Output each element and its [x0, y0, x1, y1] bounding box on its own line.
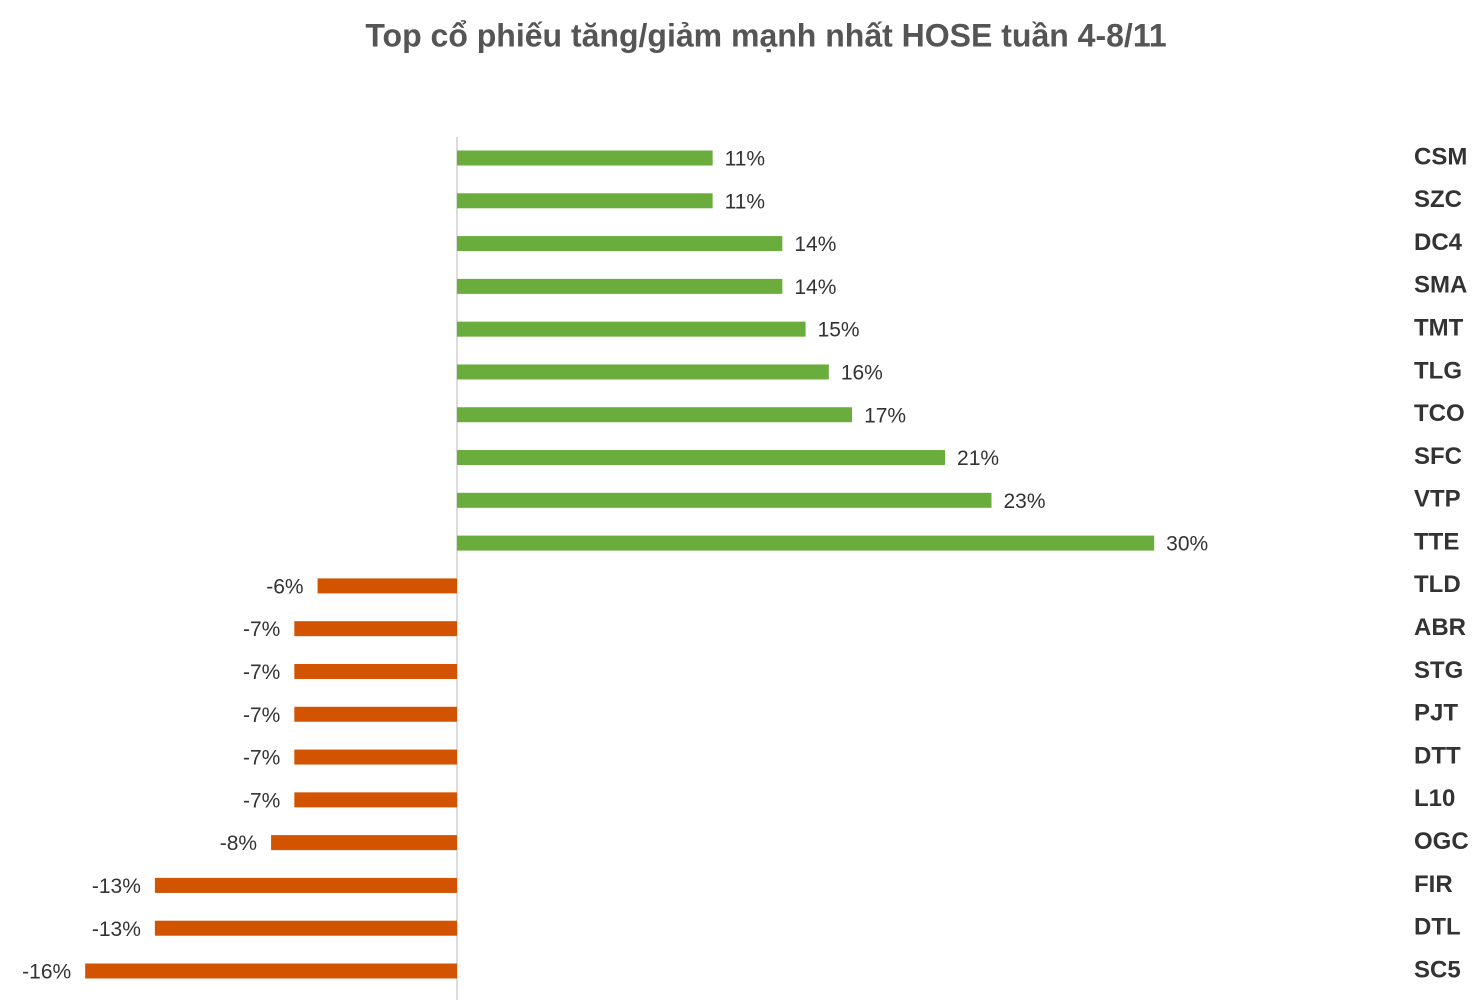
value-label: -16% — [22, 961, 71, 984]
category-label: CSM — [1414, 143, 1467, 170]
value-label: 23% — [1004, 490, 1046, 513]
value-label: 11% — [725, 148, 765, 171]
category-label: FIR — [1414, 871, 1453, 898]
value-label: -13% — [92, 918, 141, 941]
category-label: PJT — [1414, 700, 1458, 727]
bar — [294, 792, 457, 808]
category-label: DTT — [1414, 742, 1461, 769]
category-label: DC4 — [1414, 229, 1463, 256]
value-label: 14% — [794, 233, 836, 256]
bar — [457, 535, 1155, 551]
bar — [317, 578, 457, 594]
value-label: -7% — [243, 661, 280, 684]
category-label: VTP — [1414, 486, 1461, 513]
bar — [294, 621, 457, 637]
category-label: ABR — [1414, 614, 1466, 641]
bar — [457, 236, 783, 252]
bar — [85, 963, 457, 979]
category-label: TCO — [1414, 400, 1465, 427]
value-label: -7% — [243, 789, 280, 812]
value-label: 15% — [818, 319, 860, 342]
value-label: 11% — [725, 190, 765, 213]
value-label: -7% — [243, 704, 280, 727]
bar — [294, 749, 457, 765]
category-label: STG — [1414, 657, 1463, 684]
bar — [154, 877, 458, 893]
value-label: 21% — [957, 447, 999, 470]
bar — [294, 706, 457, 722]
value-label: -6% — [266, 575, 303, 598]
category-label: TTE — [1414, 528, 1459, 555]
bar — [457, 321, 806, 337]
value-label: -7% — [243, 618, 280, 641]
category-label: TLG — [1414, 357, 1462, 384]
bar — [457, 150, 713, 166]
category-label: TLD — [1414, 571, 1461, 598]
category-label: TMT — [1414, 315, 1464, 342]
bar — [457, 278, 783, 294]
value-label: -13% — [92, 875, 141, 898]
bar — [457, 492, 992, 508]
category-label: OGC — [1414, 828, 1469, 855]
bar — [457, 450, 946, 466]
value-label: 16% — [841, 361, 883, 384]
value-label: -7% — [243, 747, 280, 770]
value-label: -8% — [220, 832, 257, 855]
category-label: L10 — [1414, 785, 1455, 812]
chart-title: Top cổ phiếu tăng/giảm mạnh nhất HOSE tu… — [365, 17, 1166, 53]
category-label: SC5 — [1414, 956, 1461, 983]
value-label: 14% — [794, 276, 836, 299]
value-label: 17% — [864, 404, 906, 427]
category-label: SFC — [1414, 443, 1462, 470]
bar — [154, 920, 458, 936]
value-label: 30% — [1166, 533, 1208, 556]
category-label: SMA — [1414, 272, 1467, 299]
bar — [457, 364, 829, 380]
category-label: SZC — [1414, 186, 1462, 213]
category-label: DTL — [1414, 914, 1461, 941]
bar — [271, 835, 457, 851]
bar — [457, 407, 853, 423]
bar — [457, 193, 713, 209]
bar — [294, 663, 457, 679]
